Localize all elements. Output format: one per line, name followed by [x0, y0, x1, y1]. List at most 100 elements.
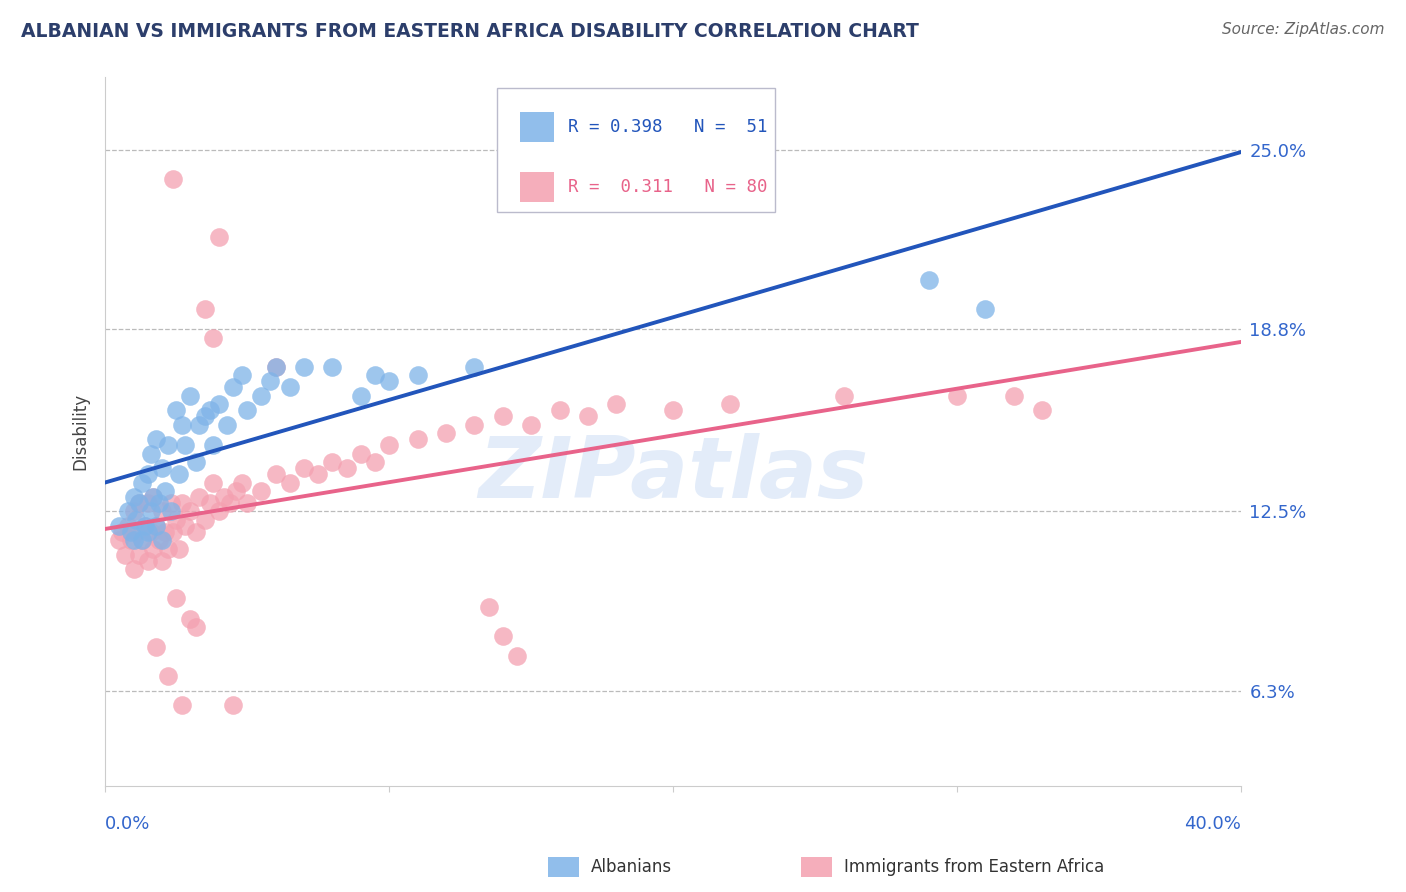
Point — [142, 490, 165, 504]
Point — [125, 513, 148, 527]
Point — [159, 496, 181, 510]
Point — [336, 461, 359, 475]
Point — [122, 562, 145, 576]
Point — [292, 461, 315, 475]
Point — [208, 397, 231, 411]
Point — [463, 417, 485, 432]
Text: Immigrants from Eastern Africa: Immigrants from Eastern Africa — [844, 858, 1104, 876]
Point — [214, 490, 236, 504]
Point — [364, 368, 387, 383]
Point — [250, 484, 273, 499]
Point — [278, 380, 301, 394]
Point — [131, 533, 153, 548]
Point — [179, 504, 201, 518]
Point — [153, 524, 176, 539]
Point — [548, 403, 571, 417]
Point — [150, 504, 173, 518]
Point — [165, 513, 187, 527]
Point — [122, 504, 145, 518]
Point — [378, 374, 401, 388]
Point — [145, 432, 167, 446]
Point — [194, 513, 217, 527]
Point — [222, 380, 245, 394]
Point — [108, 519, 131, 533]
Point — [217, 417, 239, 432]
Point — [350, 447, 373, 461]
Point — [150, 461, 173, 475]
Point — [139, 504, 162, 518]
Point — [321, 359, 343, 374]
Point — [406, 368, 429, 383]
Point — [463, 359, 485, 374]
Point — [520, 417, 543, 432]
Point — [165, 591, 187, 606]
Point — [364, 455, 387, 469]
Point — [167, 467, 190, 481]
Point — [200, 403, 222, 417]
Point — [156, 542, 179, 557]
Point — [170, 417, 193, 432]
Point — [117, 519, 139, 533]
Point — [131, 475, 153, 490]
Point — [142, 542, 165, 557]
Text: R =  0.311   N = 80: R = 0.311 N = 80 — [568, 178, 768, 196]
Point — [662, 403, 685, 417]
Point — [434, 426, 457, 441]
Point — [264, 359, 287, 374]
Point — [122, 533, 145, 548]
Point — [120, 533, 142, 548]
Point — [167, 542, 190, 557]
Point — [173, 438, 195, 452]
Point — [111, 524, 134, 539]
Point — [128, 548, 150, 562]
Text: ZIPatlas: ZIPatlas — [478, 433, 869, 516]
Point — [148, 533, 170, 548]
Point — [145, 640, 167, 655]
Point — [179, 611, 201, 625]
Point — [139, 447, 162, 461]
Point — [350, 389, 373, 403]
Point — [974, 301, 997, 316]
Point — [477, 599, 499, 614]
Point — [153, 484, 176, 499]
Point — [202, 331, 225, 345]
Text: 40.0%: 40.0% — [1184, 815, 1241, 833]
Point — [918, 273, 941, 287]
Point — [225, 484, 247, 499]
Point — [159, 504, 181, 518]
Point — [136, 467, 159, 481]
Point — [321, 455, 343, 469]
Point — [259, 374, 281, 388]
Point — [1031, 403, 1053, 417]
Point — [208, 229, 231, 244]
Point — [278, 475, 301, 490]
Point — [576, 409, 599, 423]
Point — [136, 524, 159, 539]
Point — [162, 171, 184, 186]
Point — [148, 496, 170, 510]
Text: ALBANIAN VS IMMIGRANTS FROM EASTERN AFRICA DISABILITY CORRELATION CHART: ALBANIAN VS IMMIGRANTS FROM EASTERN AFRI… — [21, 22, 920, 41]
Point — [184, 620, 207, 634]
Point — [128, 496, 150, 510]
Point — [122, 490, 145, 504]
FancyBboxPatch shape — [498, 88, 775, 212]
Point — [145, 519, 167, 533]
Point — [187, 417, 209, 432]
Point — [173, 519, 195, 533]
Point — [136, 496, 159, 510]
Point — [202, 475, 225, 490]
Point — [222, 698, 245, 713]
Point — [236, 496, 259, 510]
Y-axis label: Disability: Disability — [72, 393, 89, 470]
Point — [134, 519, 156, 533]
Point — [184, 524, 207, 539]
Point — [128, 496, 150, 510]
Point — [131, 533, 153, 548]
Point — [120, 524, 142, 539]
Point — [264, 467, 287, 481]
Bar — [520, 112, 554, 142]
Point — [162, 524, 184, 539]
Point — [125, 524, 148, 539]
Point — [136, 554, 159, 568]
Point — [307, 467, 329, 481]
